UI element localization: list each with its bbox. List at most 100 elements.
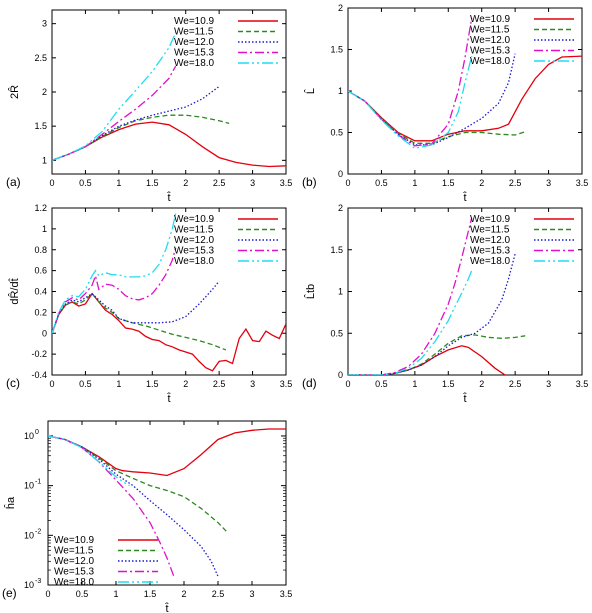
legend: We=10.9We=11.5We=12.0We=15.3We=18.0 [174, 16, 278, 69]
legend-label: We=11.5 [54, 546, 94, 557]
legend: We=10.9We=11.5We=12.0We=15.3We=18.0 [54, 535, 158, 588]
series-line-We-11-5 [348, 90, 526, 144]
x-tick-label: 0 [49, 379, 54, 389]
y-tick-label: 1 [42, 155, 47, 165]
y-tick-label: 0.8 [34, 245, 47, 255]
x-tick-label: 0 [345, 178, 350, 188]
series-line-We-11-5 [52, 292, 227, 351]
panel-label: (d) [302, 376, 317, 390]
x-tick-label: 1.5 [146, 379, 159, 389]
x-tick-label: 3 [250, 379, 255, 389]
x-tick-label: 3.5 [576, 178, 589, 188]
x-axis-label: t̂ [463, 190, 467, 204]
x-tick-label: 3 [249, 589, 254, 599]
y-tick-label: 0.4 [34, 287, 47, 297]
series-line-We-12-0 [52, 280, 220, 334]
x-tick-label: 1 [412, 178, 417, 188]
series-line-We-15-3 [348, 217, 473, 375]
legend-label: We=11.5 [470, 25, 510, 36]
series-line-We-11-5 [52, 114, 230, 161]
x-tick-label: 2 [183, 379, 188, 389]
panel-label: (a) [6, 175, 21, 189]
x-tick-label: 2.5 [212, 589, 225, 599]
series-line-We-18-0 [52, 213, 177, 334]
series-line-We-11-5 [48, 435, 229, 534]
series-line-We-10-9 [52, 292, 286, 372]
y-tick-label: 0.5 [330, 128, 343, 138]
series-line-We-15-3 [52, 65, 177, 161]
panel-label: (b) [302, 175, 317, 189]
legend-label: We=15.3 [174, 48, 215, 59]
legend-label: We=10.9 [174, 16, 215, 27]
legend-label: We=10.9 [54, 535, 95, 546]
y-tick-label: 2.5 [34, 53, 47, 63]
series-line-We-18-0 [48, 435, 130, 487]
legend-label: We=15.3 [174, 246, 215, 257]
series-group [52, 32, 286, 168]
series-line-We-12-0 [52, 85, 220, 161]
y-tick-label: 10 [24, 431, 34, 441]
legend-label: We=15.3 [470, 46, 511, 57]
legend-label: We=12.0 [174, 37, 215, 48]
y-tick-label: 10 [24, 530, 34, 540]
x-tick-label: 0.5 [375, 178, 388, 188]
x-tick-label: 3.5 [280, 379, 293, 389]
x-tick-label: 1 [412, 379, 417, 389]
y-tick-label: 10 [24, 580, 34, 590]
series-line-We-15-3 [348, 17, 473, 147]
x-axis-label: t̂ [165, 601, 169, 613]
x-tick-label: 1 [116, 178, 121, 188]
y-tick-label: 0.6 [34, 266, 47, 276]
y-tick-label: 0.2 [34, 307, 47, 317]
series-group [48, 428, 286, 577]
y-tick-label: 3 [42, 19, 47, 29]
x-axis-label: t̂ [167, 391, 171, 405]
x-tick-label: 2.5 [213, 379, 226, 389]
x-tick-label: 1 [116, 379, 121, 389]
y-axis-label: dR̂/dt̂ [7, 278, 21, 305]
y-tick-label: 1.5 [330, 45, 343, 55]
legend: We=10.9We=11.5We=12.0We=15.3We=18.0 [470, 14, 574, 67]
panel-3: 0 0.5 1 1.5 2 2.5 3 3.5 0 0.5 1 1.5 2 t̂ L̂tb (d) We=10.… [302, 203, 588, 405]
legend-label: We=10.9 [470, 214, 511, 225]
y-tick-label: 2 [42, 87, 47, 97]
y-tick-label: 0 [338, 169, 343, 179]
x-tick-label: 1.5 [442, 178, 455, 188]
y-tick-label: -0.4 [31, 370, 47, 380]
x-axis-label: t̂ [463, 391, 467, 405]
legend-label: We=12.0 [470, 35, 511, 46]
series-group [52, 213, 286, 372]
x-tick-label: 1 [113, 589, 118, 599]
y-tick-label: 1.5 [330, 245, 343, 255]
y-axis-label: ĥa [4, 496, 17, 509]
y-tick-label: 1 [338, 86, 343, 96]
series-line-We-18-0 [348, 270, 473, 375]
x-tick-label: 0.5 [76, 589, 89, 599]
y-tick-exponent: -2 [35, 528, 41, 535]
y-tick-exponent: -3 [35, 578, 41, 585]
x-tick-label: 0 [345, 379, 350, 389]
legend: We=10.9We=11.5We=12.0We=15.3We=18.0 [174, 214, 278, 267]
legend-label: We=11.5 [470, 225, 510, 236]
y-tick-label: 1 [338, 287, 343, 297]
x-tick-label: 0 [49, 178, 54, 188]
x-tick-label: 3 [250, 178, 255, 188]
legend-label: We=15.3 [54, 567, 95, 578]
panel-0: 0 0.5 1 1.5 2 2.5 3 3.5 1 1.5 2 2.5 3 t̂ 2R̂ (a) We=10.9… [6, 9, 292, 204]
plot-frame [51, 9, 287, 175]
x-tick-label: 3 [546, 178, 551, 188]
plot-frame [47, 420, 287, 586]
x-tick-label: 2 [183, 178, 188, 188]
x-tick-label: 3.5 [280, 589, 293, 599]
legend-label: We=12.0 [470, 235, 511, 246]
legend-label: We=11.5 [174, 27, 214, 38]
panel-label: (e) [2, 586, 17, 600]
series-line-We-12-0 [348, 253, 516, 375]
y-tick-label: 1.5 [34, 121, 47, 131]
x-tick-label: 0.5 [79, 178, 92, 188]
plot-frame [347, 7, 583, 175]
x-tick-label: 2 [479, 379, 484, 389]
y-tick-label: 1 [42, 224, 47, 234]
x-tick-label: 0.5 [79, 379, 92, 389]
legend-label: We=18.0 [470, 56, 511, 67]
